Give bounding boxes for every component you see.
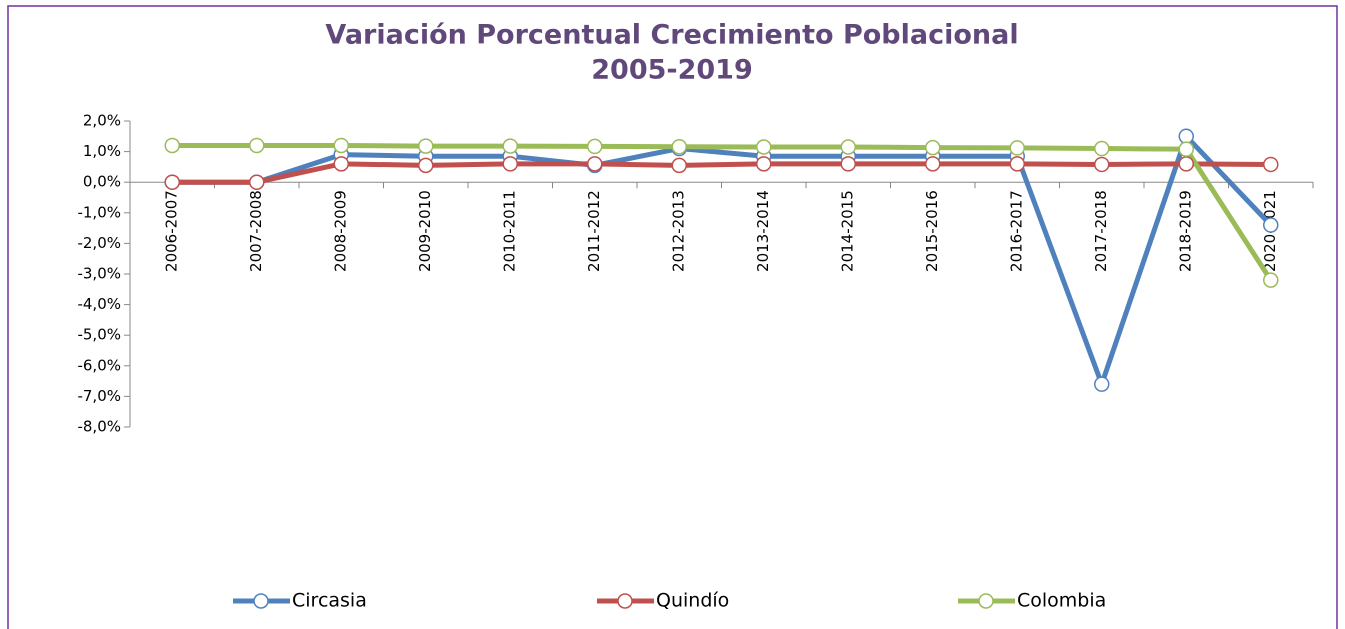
point-marker [333, 156, 349, 172]
x-tick-label: 2016-2017 [1008, 190, 1026, 272]
point-marker [1094, 376, 1110, 392]
y-tick-label: -4,0% [77, 295, 121, 313]
y-tick-label: 2,0% [83, 112, 121, 130]
x-tick-label: 2017-2018 [1092, 190, 1110, 272]
point-marker [418, 138, 434, 154]
point-marker [671, 157, 687, 174]
point-marker [925, 139, 941, 156]
point-marker [1263, 156, 1279, 173]
y-tick-label: -8,0% [77, 418, 121, 436]
point-marker [840, 156, 856, 172]
x-tick-label: 2015-2016 [923, 190, 941, 272]
point-marker [1094, 140, 1110, 157]
legend-marker [617, 593, 633, 609]
point-marker [1094, 156, 1110, 173]
point-marker [1009, 140, 1025, 156]
chart-subtitle: 2005-2019 [591, 55, 753, 86]
point-marker [587, 156, 603, 172]
point-marker [1178, 156, 1194, 172]
point-marker [671, 138, 687, 155]
x-tick-label: 2011-2012 [585, 190, 603, 272]
y-tick-label: -7,0% [77, 387, 121, 405]
y-tick-label: -2,0% [77, 234, 121, 252]
x-tick-label: 2008-2009 [332, 190, 350, 272]
point-marker [756, 156, 772, 172]
legend-marker [978, 593, 994, 609]
legend-label: Circasia [292, 590, 367, 612]
x-tick-label: 2010-2011 [501, 190, 519, 272]
legend-label: Colombia [1017, 590, 1106, 612]
x-tick-label: 2013-2014 [754, 190, 772, 272]
point-marker [756, 139, 772, 155]
legend-marker [253, 593, 269, 609]
chart-border [7, 5, 1338, 629]
y-tick-label: -5,0% [77, 326, 121, 344]
point-marker [502, 138, 518, 154]
point-marker [418, 157, 434, 174]
point-marker [502, 156, 518, 172]
point-marker [840, 139, 856, 155]
chart-title: Variación Porcentual Crecimiento Poblaci… [325, 20, 1018, 51]
y-tick-label: -6,0% [77, 356, 121, 374]
point-marker [249, 174, 265, 190]
x-tick-label: 2006-2007 [163, 190, 181, 272]
point-marker [333, 137, 349, 154]
legend-label: Quindío [656, 590, 729, 612]
series-line [172, 142, 1273, 282]
series-line [172, 161, 1271, 185]
point-marker [1178, 141, 1194, 157]
point-marker [1009, 156, 1025, 172]
point-marker [1178, 128, 1194, 145]
point-marker [587, 138, 603, 155]
point-marker [249, 137, 265, 154]
y-tick-label: -1,0% [77, 203, 121, 221]
y-tick-label: 1,0% [83, 142, 121, 160]
y-tick-label: -3,0% [77, 265, 121, 283]
x-tick-label: 2012-2013 [670, 190, 688, 272]
point-marker [925, 156, 941, 172]
y-tick-label: 0,0% [83, 173, 121, 191]
x-tick-label: 2014-2015 [839, 190, 857, 272]
series-line [172, 133, 1273, 387]
point-marker [164, 137, 180, 154]
point-marker [1263, 272, 1279, 288]
x-tick-label: 2018-2019 [1177, 190, 1195, 272]
point-marker [164, 174, 180, 190]
x-tick-label: 2009-2010 [416, 190, 434, 272]
point-marker [1263, 217, 1279, 233]
x-tick-label: 2007-2008 [247, 190, 265, 272]
